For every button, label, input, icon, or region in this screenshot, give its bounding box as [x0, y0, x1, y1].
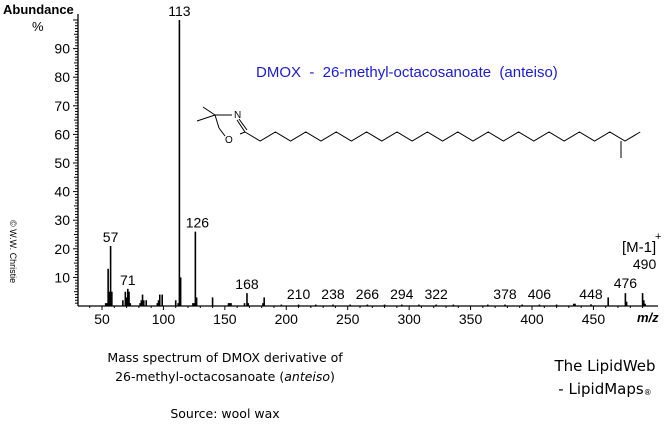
y-tick-label: 50 [54, 155, 70, 171]
peak-label: 378 [493, 286, 517, 302]
x-tick-label: 50 [94, 311, 110, 327]
y-tick-label: 80 [54, 69, 70, 85]
y-tick-label: 40 [54, 184, 70, 200]
chemical-structure [196, 106, 641, 158]
peak-label: 210 [287, 286, 311, 302]
peak-labels: 113 57 71 126 168 210 238 266 294 322 378 406 448 476… [103, 3, 657, 302]
atom-o: O [225, 135, 233, 146]
x-tick-label: 350 [459, 311, 483, 327]
caption-close: ) [330, 369, 335, 384]
copyright-notice: © W.W. Christie [8, 220, 18, 284]
x-axis-ticks: 50 100 150 200 250 300 350 400 450 [89, 306, 644, 327]
peak-label: 266 [356, 286, 380, 302]
y-tick-label: 20 [54, 241, 70, 257]
y-tick-label: 60 [54, 126, 70, 142]
atom-n: N [234, 110, 241, 121]
x-tick-label: 150 [213, 311, 237, 327]
brand-lipidmaps: - LipidMaps® [540, 378, 670, 404]
x-tick-label: 450 [582, 311, 606, 327]
y-tick-label: 70 [54, 98, 70, 114]
y-axis-title: Abundance [3, 2, 74, 17]
brand-block: The LipidWeb - LipidMaps® [540, 355, 670, 404]
peak-label: 322 [424, 286, 448, 302]
x-tick-label: 250 [336, 311, 360, 327]
peak-label: 57 [103, 229, 119, 245]
molecular-ion-label: [M-1] [622, 239, 656, 256]
peak-label: 238 [321, 286, 345, 302]
figure-caption: Mass spectrum of DMOX derivative of 26-m… [95, 348, 355, 386]
x-tick-label: 300 [397, 311, 421, 327]
peak-label: 113 [168, 3, 191, 19]
y-tick-label: 90 [54, 41, 70, 57]
peak-label: 476 [614, 275, 638, 291]
peak-label: 294 [390, 286, 414, 302]
x-axis-label: m/z [637, 310, 659, 325]
registered-mark: ® [643, 388, 652, 397]
caption-line-1: Mass spectrum of DMOX derivative of [107, 350, 343, 365]
x-tick-label: 400 [520, 311, 544, 327]
brand-lipidweb: The LipidWeb [554, 357, 656, 375]
source-note: Source: wool wax [170, 406, 280, 421]
y-axis-ticks: 10 20 30 40 50 60 70 80 90 [54, 19, 78, 304]
brand-lipidmaps-text: - LipidMaps [558, 380, 644, 398]
peak-label: 168 [235, 276, 259, 292]
caption-compound: 26-methyl-octacosanoate ( [115, 369, 285, 384]
spectrum-peaks [104, 20, 646, 306]
peak-label: 126 [186, 215, 210, 231]
y-tick-label: 30 [54, 212, 70, 228]
chart-title: DMOX - 26-methyl-octacosanoate (anteiso) [256, 64, 558, 81]
peak-label: 406 [528, 286, 552, 302]
caption-italic: anteiso [284, 369, 331, 384]
x-tick-label: 200 [275, 311, 299, 327]
y-tick-label: 10 [54, 269, 70, 285]
peak-label: 71 [120, 272, 136, 288]
y-axis-unit: % [32, 19, 44, 34]
peak-label: 490 [633, 256, 657, 272]
x-tick-label: 100 [152, 311, 176, 327]
molecular-ion-charge: + [655, 231, 661, 243]
peak-label: 448 [579, 286, 603, 302]
caption-line-2: 26-methyl-octacosanoate (anteiso) [95, 367, 355, 386]
